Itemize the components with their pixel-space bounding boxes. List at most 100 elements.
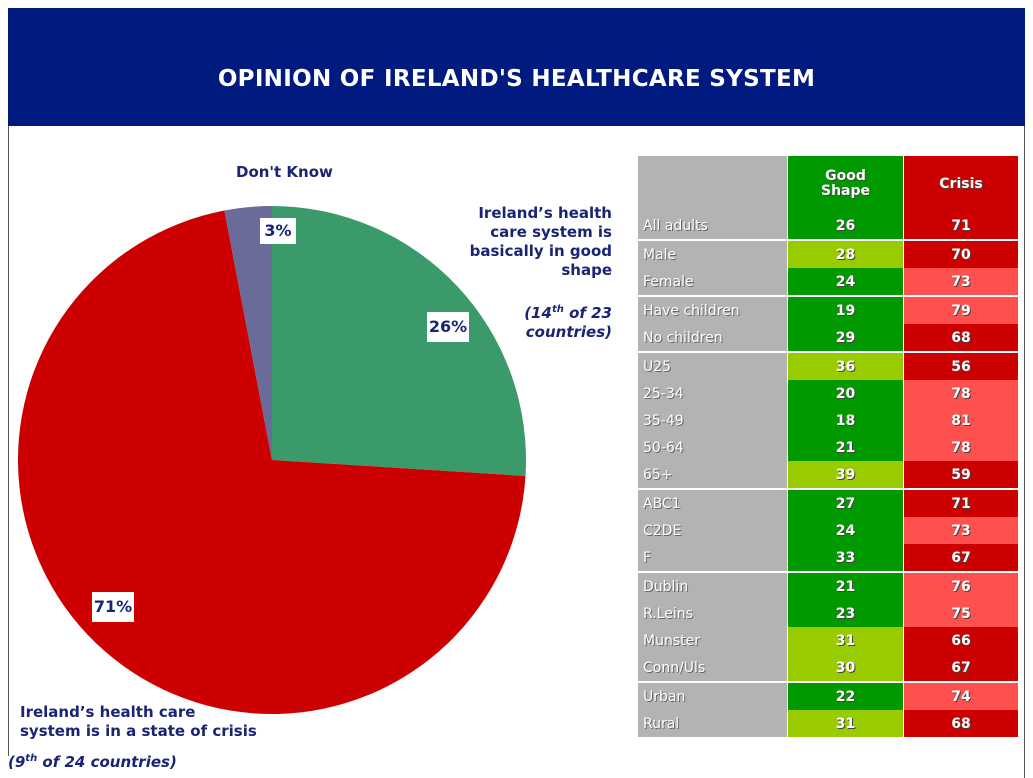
good-shape-value: 21 <box>787 571 904 600</box>
pie-data-label-dont-know: 3% <box>260 218 296 244</box>
crisis-value: 75 <box>903 600 1018 627</box>
table-row: ABC1 27 71 <box>638 488 1018 517</box>
crisis-value: 71 <box>903 212 1018 240</box>
row-label: Have children <box>638 295 788 324</box>
rank-text: of 23 <box>563 304 612 322</box>
row-label: Male <box>638 239 788 268</box>
good-shape-value: 29 <box>787 324 904 352</box>
row-label: 65+ <box>638 461 788 489</box>
crisis-value: 59 <box>903 461 1018 489</box>
table-row: No children 29 68 <box>638 324 1018 352</box>
crisis-value: 74 <box>903 681 1018 710</box>
crisis-value: 67 <box>903 544 1018 572</box>
row-label: Rural <box>638 710 788 737</box>
column-header-line: Good <box>825 168 866 184</box>
crisis-value: 68 <box>903 324 1018 352</box>
crisis-label: Ireland’s health care system is in a sta… <box>20 703 257 741</box>
crisis-value: 78 <box>903 434 1018 461</box>
pie-data-label-good-shape: 26% <box>427 312 469 342</box>
table-row: 50-64 21 78 <box>638 434 1018 461</box>
table-row: Dublin 21 76 <box>638 571 1018 600</box>
row-label: C2DE <box>638 517 788 544</box>
good-shape-value: 22 <box>787 681 904 710</box>
table-row: U25 36 56 <box>638 351 1018 380</box>
table-header-row: Good Shape Crisis <box>638 156 1018 212</box>
table-row: 35-49 18 81 <box>638 407 1018 434</box>
table-row: C2DE 24 73 <box>638 517 1018 544</box>
row-label: R.Leins <box>638 600 788 627</box>
table-row: Have children 19 79 <box>638 295 1018 324</box>
good-shape-rank: (14th of 23 countries) <box>430 300 612 342</box>
row-label: All adults <box>638 212 788 240</box>
crisis-rank: (9th of 24 countries) <box>8 753 177 771</box>
rank-text: of 24 countries) <box>37 753 177 771</box>
table-row: F 33 67 <box>638 544 1018 572</box>
good-shape-value: 33 <box>787 544 904 572</box>
column-header-line: Shape <box>820 183 870 199</box>
crisis-value: 81 <box>903 407 1018 434</box>
row-label: Female <box>638 268 788 296</box>
crisis-value: 56 <box>903 351 1018 380</box>
good-shape-value: 26 <box>787 212 904 240</box>
good-shape-value: 36 <box>787 351 904 380</box>
crisis-label-line: system is in a state of crisis <box>20 722 257 740</box>
good-shape-value: 19 <box>787 295 904 324</box>
good-shape-value: 28 <box>787 239 904 268</box>
crisis-value: 73 <box>903 268 1018 296</box>
table-row: Conn/Uls 30 67 <box>638 654 1018 682</box>
good-shape-value: 18 <box>787 407 904 434</box>
row-label: 25-34 <box>638 380 788 407</box>
table-row: R.Leins 23 75 <box>638 600 1018 627</box>
row-label: Munster <box>638 627 788 654</box>
good-shape-label: Ireland’s health care system is basicall… <box>430 204 612 280</box>
good-shape-value: 23 <box>787 600 904 627</box>
crisis-label-line: Ireland’s health care <box>20 703 196 721</box>
rank-text: (14 <box>524 304 552 322</box>
good-shape-rank-line: (14th of 23 <box>430 300 612 323</box>
rank-ordinal: th <box>551 304 564 315</box>
good-shape-label-line: Ireland’s health <box>478 204 612 222</box>
column-header-crisis: Crisis <box>903 156 1018 212</box>
table-row: Rural 31 68 <box>638 710 1018 737</box>
table-row: Urban 22 74 <box>638 681 1018 710</box>
table-row: Female 24 73 <box>638 268 1018 296</box>
good-shape-value: 39 <box>787 461 904 489</box>
table-header-blank <box>638 156 788 212</box>
crisis-value: 67 <box>903 654 1018 682</box>
row-label: ABC1 <box>638 488 788 517</box>
crisis-value: 66 <box>903 627 1018 654</box>
demographic-breakdown-table: Good Shape Crisis All adults 26 71 Male 28 70… <box>638 156 1018 737</box>
crisis-value: 70 <box>903 239 1018 268</box>
rank-text: (9 <box>8 753 26 771</box>
good-shape-label-line: care system is <box>490 223 612 241</box>
rank-ordinal: th <box>25 753 38 764</box>
table-row: All adults 26 71 <box>638 212 1018 240</box>
table-row: 25-34 20 78 <box>638 380 1018 407</box>
row-label: Urban <box>638 681 788 710</box>
good-shape-value: 20 <box>787 380 904 407</box>
good-shape-value: 31 <box>787 627 904 654</box>
table-body: Good Shape Crisis All adults 26 71 Male 28 70… <box>638 156 1018 737</box>
good-shape-value: 24 <box>787 517 904 544</box>
table-row: Munster 31 66 <box>638 627 1018 654</box>
good-shape-rank-line: countries) <box>525 323 612 341</box>
crisis-value: 79 <box>903 295 1018 324</box>
frame-border-right <box>1024 126 1025 778</box>
good-shape-value: 27 <box>787 488 904 517</box>
pie-slice-crisis <box>17 210 526 715</box>
row-label: Conn/Uls <box>638 654 788 682</box>
good-shape-label-line: basically in good <box>469 242 612 260</box>
row-label: 35-49 <box>638 407 788 434</box>
crisis-value: 71 <box>903 488 1018 517</box>
row-label: Dublin <box>638 571 788 600</box>
row-label: 50-64 <box>638 434 788 461</box>
page-title: OPINION OF IRELAND'S HEALTHCARE SYSTEM <box>217 66 816 92</box>
row-label: F <box>638 544 788 572</box>
title-banner: OPINION OF IRELAND'S HEALTHCARE SYSTEM <box>8 8 1025 126</box>
good-shape-value: 21 <box>787 434 904 461</box>
crisis-value: 68 <box>903 710 1018 737</box>
table-row: Male 28 70 <box>638 239 1018 268</box>
pie-data-label-crisis: 71% <box>92 592 134 622</box>
pie-slice-dont-know <box>224 206 272 460</box>
